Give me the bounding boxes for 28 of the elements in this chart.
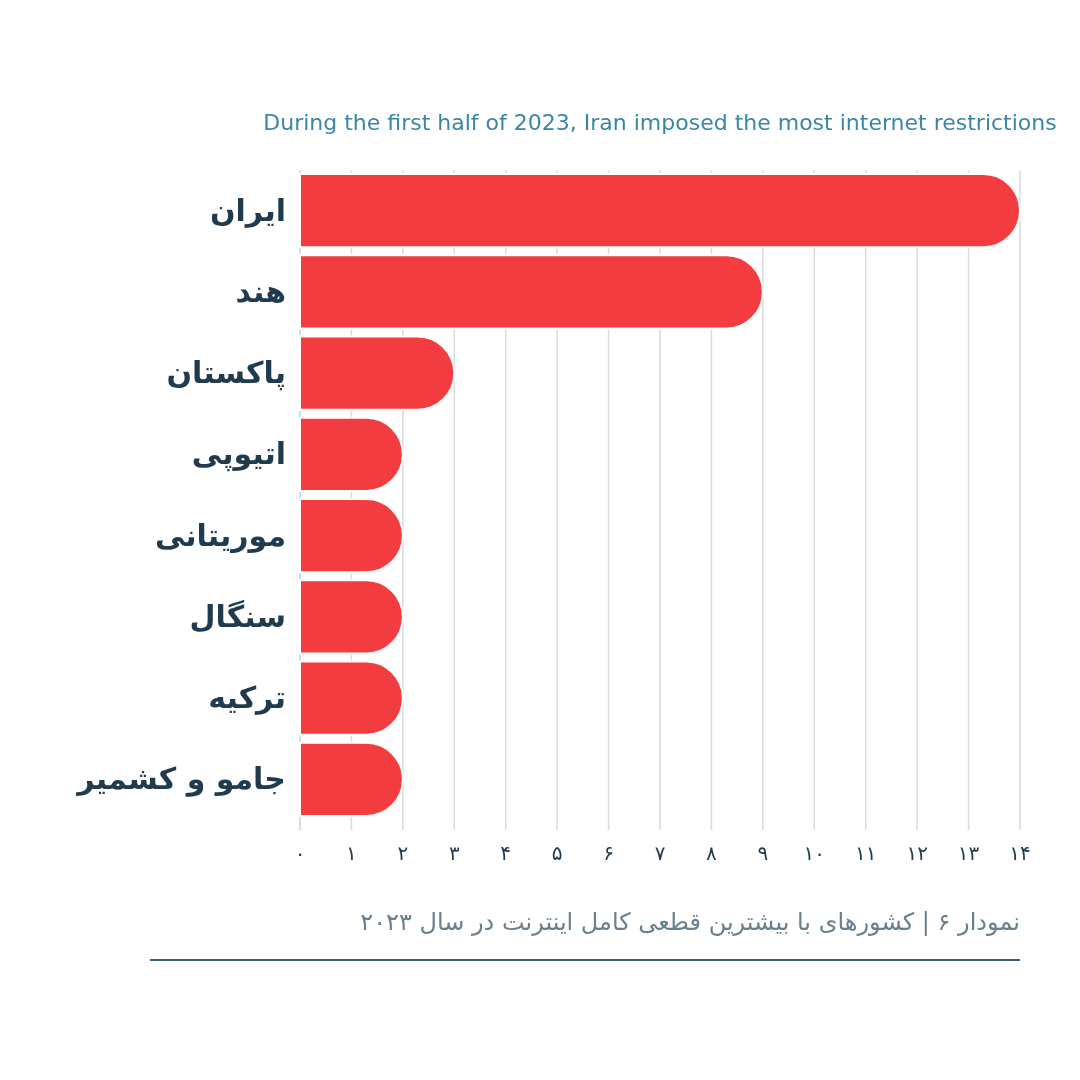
x-tick-label: ۴ [500,841,512,865]
x-tick-label: ۱۱ [854,841,877,865]
x-tick-label: ۲ [397,841,409,865]
x-tick-label: ۱۳ [957,841,980,865]
y-tick-label: جامو و کشمیر [75,761,286,798]
bar [299,335,456,411]
x-tick-label: ۰ [294,841,306,865]
x-tick-label: ۸ [706,841,718,865]
x-tick-label: ۱۲ [906,841,928,865]
y-tick-label: هند [235,273,286,309]
x-tick-label: ۹ [757,841,769,865]
y-tick-label: پاکستان [166,355,286,392]
x-tick-label: ۵ [551,841,563,865]
x-tick-label: ۱۰ [803,841,826,865]
x-tick-label: ۱۴ [1009,841,1031,865]
y-tick-label: اتیوپی [191,436,286,473]
x-tick-label: ۱ [346,841,357,865]
x-tick-label: ۷ [654,841,666,865]
chart-title: During the first half of 2023, Iran imposed the most internet restrictions [263,110,1057,135]
y-tick-label: ایران [209,192,286,228]
y-tick-label: سنگال [189,598,286,634]
bar [299,254,764,330]
x-tick-label: ۶ [603,841,614,865]
y-tick-label: ترکیه [208,680,286,716]
x-tick-label: ۳ [448,841,460,865]
bar [299,173,1021,249]
y-tick-label: موریتانی [154,517,286,553]
text: نمودار ۶ | کشورهای با بیشترین قطعی کامل اینترنت در سال ۲۰۲۳ [360,908,1020,936]
